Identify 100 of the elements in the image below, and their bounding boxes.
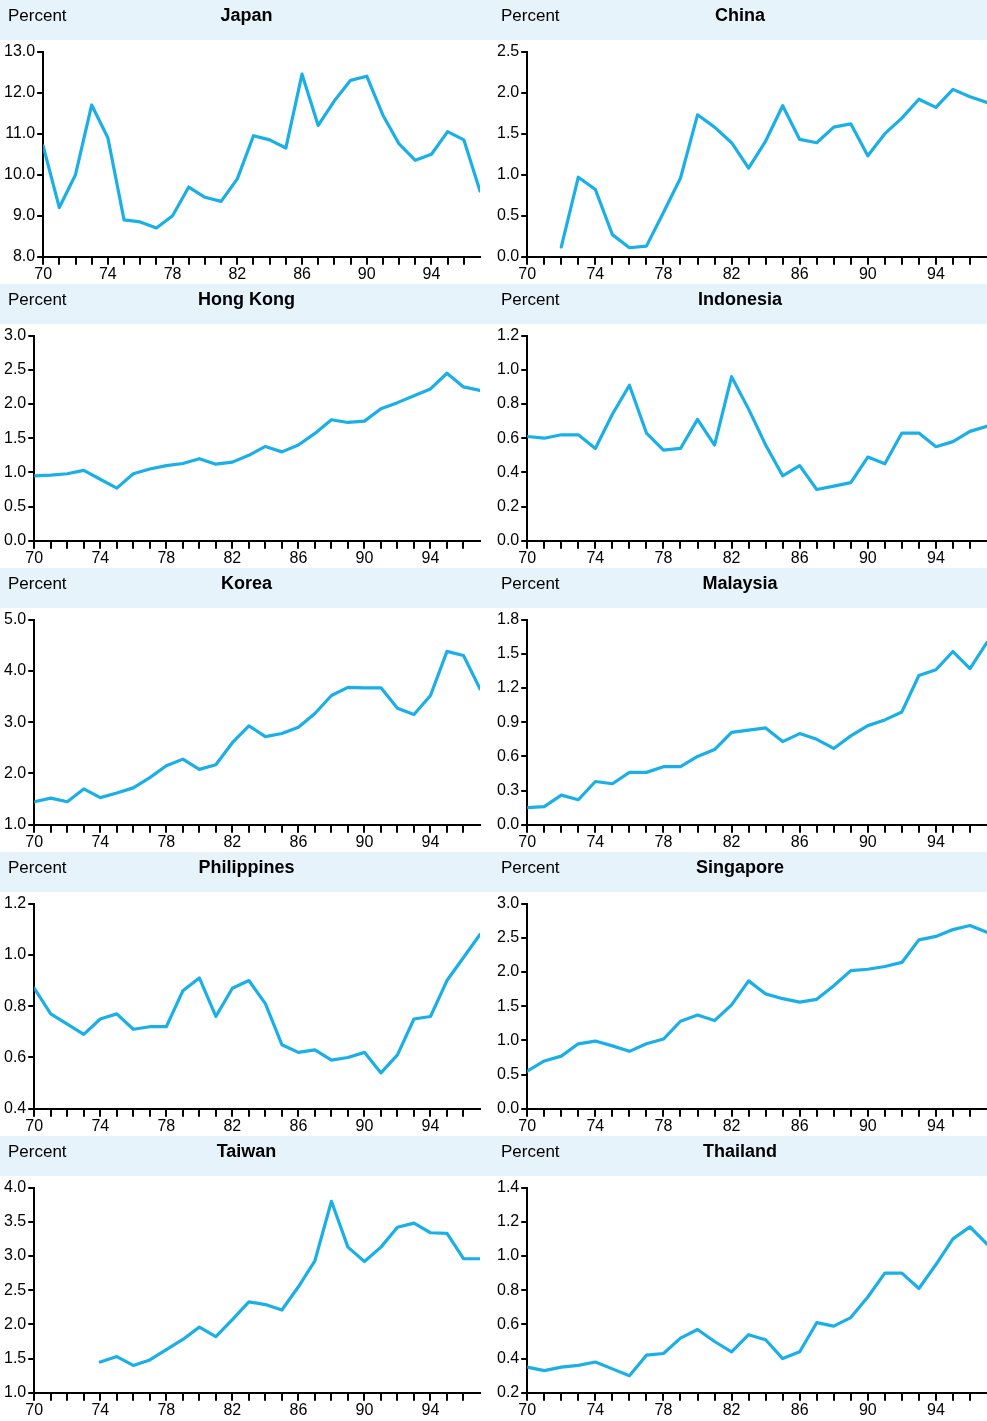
y-tick-label: 1.0 [3, 1383, 27, 1401]
y-tick-label: 1.0 [496, 360, 520, 378]
y-tick-label: 3.0 [3, 326, 27, 344]
x-tick-label: 70 [25, 832, 44, 850]
y-tick-label: 12.0 [4, 83, 36, 101]
y-tick-label: 1.0 [3, 815, 27, 833]
y-tick-label: 4.0 [3, 1178, 27, 1196]
x-tick-label: 82 [223, 1400, 242, 1418]
y-tick-label: 11.0 [5, 124, 36, 142]
x-tick-label: 78 [654, 1400, 673, 1418]
x-tick-label: 94 [421, 548, 440, 566]
y-axis-title: Percent [501, 1142, 560, 1162]
y-tick-label: 0.6 [496, 1314, 520, 1332]
x-tick-label: 94 [421, 832, 440, 850]
x-tick-label: 82 [228, 264, 247, 282]
y-tick-label: 1.2 [496, 678, 520, 696]
y-tick-label: 1.4 [496, 1178, 520, 1196]
x-tick-label: 70 [25, 1116, 44, 1134]
chart-title: Thailand [702, 1141, 777, 1161]
y-tick-label: 0.5 [3, 497, 27, 515]
y-tick-label: 1.0 [496, 165, 520, 183]
y-tick-label: 0.2 [496, 1383, 520, 1401]
chart-title: Korea [220, 573, 273, 593]
y-tick-label: 0.6 [3, 1047, 27, 1065]
y-tick-label: 4.0 [3, 661, 27, 679]
x-tick-label: 70 [25, 1400, 44, 1418]
chart-title: Japan [220, 5, 273, 25]
x-tick-label: 78 [654, 832, 673, 850]
y-tick-label: 1.2 [496, 1212, 520, 1230]
y-tick-label: 0.6 [496, 428, 520, 446]
x-tick-label: 82 [722, 264, 741, 282]
y-tick-label: 3.5 [3, 1212, 27, 1230]
x-tick-label: 94 [927, 548, 945, 566]
y-tick-label: 1.0 [496, 1030, 520, 1048]
x-tick-label: 74 [91, 832, 110, 850]
y-tick-label: 0.4 [496, 1349, 520, 1367]
x-tick-label: 90 [858, 1400, 877, 1418]
x-tick-label: 86 [289, 1116, 308, 1134]
y-axis-title: Percent [501, 290, 560, 310]
chart-title: China [714, 5, 765, 25]
x-tick-label: 86 [289, 832, 308, 850]
x-tick-label: 86 [790, 1116, 809, 1134]
y-tick-label: 3.0 [496, 894, 520, 912]
y-axis-title: Percent [8, 1142, 67, 1162]
x-tick-label: 70 [518, 1116, 537, 1134]
x-tick-label: 86 [790, 832, 809, 850]
y-tick-label: 0.3 [496, 781, 520, 799]
y-tick-label: 5.0 [3, 610, 27, 628]
y-tick-label: 2.0 [496, 83, 520, 101]
x-tick-label: 74 [91, 548, 110, 566]
y-axis-title: Percent [8, 858, 67, 878]
y-axis-title: Percent [501, 574, 560, 594]
x-tick-label: 90 [357, 264, 376, 282]
chart-title: Malaysia [702, 573, 778, 593]
y-axis-title: Percent [8, 290, 67, 310]
x-tick-label: 78 [157, 1116, 176, 1134]
y-tick-label: 0.5 [496, 206, 520, 224]
y-tick-label: 0.2 [496, 497, 520, 515]
x-tick-label: 86 [790, 1400, 809, 1418]
x-tick-label: 74 [91, 1116, 110, 1134]
x-tick-label: 86 [790, 264, 809, 282]
x-tick-label: 78 [157, 548, 176, 566]
x-tick-label: 90 [858, 1116, 877, 1134]
x-tick-label: 78 [157, 1400, 176, 1418]
y-tick-label: 0.8 [3, 996, 27, 1014]
y-tick-label: 2.0 [3, 1314, 27, 1332]
x-tick-label: 82 [722, 832, 741, 850]
y-tick-label: 0.0 [496, 815, 520, 833]
x-tick-label: 70 [518, 264, 537, 282]
y-tick-label: 0.0 [496, 1099, 520, 1117]
x-tick-label: 90 [858, 548, 877, 566]
x-tick-label: 90 [355, 548, 374, 566]
y-axis-title: Percent [501, 858, 560, 878]
x-tick-label: 78 [157, 832, 176, 850]
x-tick-label: 70 [518, 832, 537, 850]
x-tick-label: 82 [223, 832, 242, 850]
chart-title: Philippines [198, 857, 295, 877]
x-tick-label: 82 [223, 548, 242, 566]
y-tick-label: 2.5 [3, 1280, 27, 1298]
x-tick-label: 86 [289, 548, 308, 566]
y-tick-label: 0.6 [496, 746, 520, 764]
y-tick-label: 3.0 [3, 1246, 27, 1264]
chart-title: Singapore [695, 857, 784, 877]
y-tick-label: 0.9 [496, 712, 520, 730]
x-tick-label: 82 [722, 548, 741, 566]
chart-title: Indonesia [697, 289, 782, 309]
y-tick-label: 2.5 [496, 928, 520, 946]
y-tick-label: 1.5 [496, 996, 520, 1014]
x-tick-label: 82 [223, 1116, 242, 1134]
x-tick-label: 94 [421, 1116, 440, 1134]
y-tick-label: 2.5 [496, 42, 520, 60]
y-tick-label: 0.8 [496, 394, 520, 412]
y-tick-label: 10.0 [4, 165, 36, 183]
x-tick-label: 70 [518, 548, 537, 566]
y-tick-label: 1.5 [3, 428, 27, 446]
x-tick-label: 86 [293, 264, 312, 282]
x-tick-label: 90 [858, 264, 877, 282]
y-tick-label: 1.0 [3, 462, 27, 480]
y-tick-label: 1.2 [496, 326, 520, 344]
y-tick-label: 1.5 [3, 1349, 27, 1367]
